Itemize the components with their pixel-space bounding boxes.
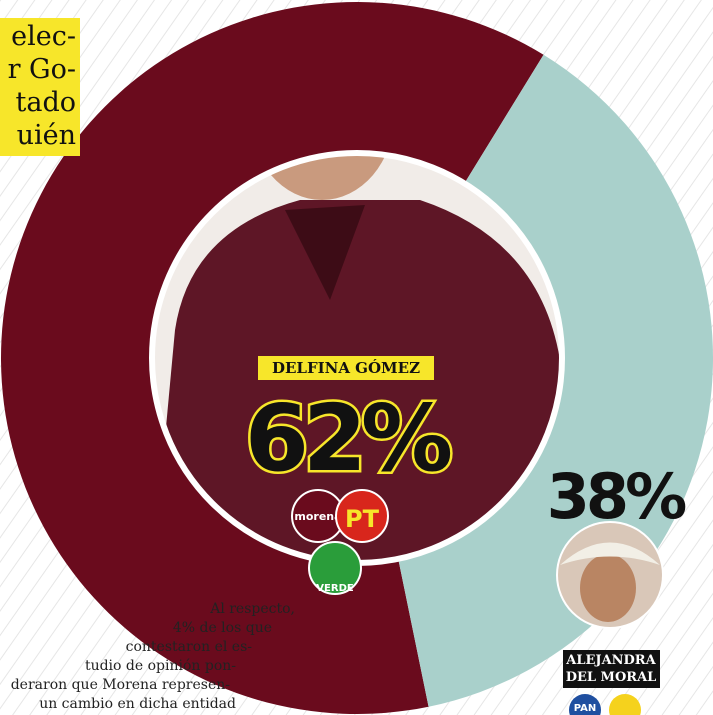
side-line: r Go- (8, 54, 76, 85)
logo-text: PAN (574, 703, 597, 714)
side-line: elec- (11, 21, 76, 52)
page: DELFINA GÓMEZ 62% 38% ALEJANDRADEL MORAL… (0, 0, 713, 715)
body-line: contestaron el es- (126, 639, 253, 655)
body-line: un cambio en dicha entidad (39, 696, 236, 712)
category-label: DELFINA GÓMEZ (272, 359, 420, 377)
logo-text: PT (345, 505, 380, 533)
body-line: tudio de opinión pon- (85, 658, 236, 674)
logo-text: morena (294, 510, 341, 523)
side-line: tado (16, 87, 77, 118)
body-line: 4% de los que (173, 620, 272, 636)
logo-text: VERDE (316, 583, 354, 594)
body-line: Al respecto, (209, 601, 295, 617)
chart: DELFINA GÓMEZ 62% 38% ALEJANDRADEL MORAL… (0, 0, 713, 715)
side-line: uién (17, 120, 76, 151)
body-line: deraron que Morena represen- (11, 677, 231, 693)
value-label: 62% (245, 385, 451, 492)
